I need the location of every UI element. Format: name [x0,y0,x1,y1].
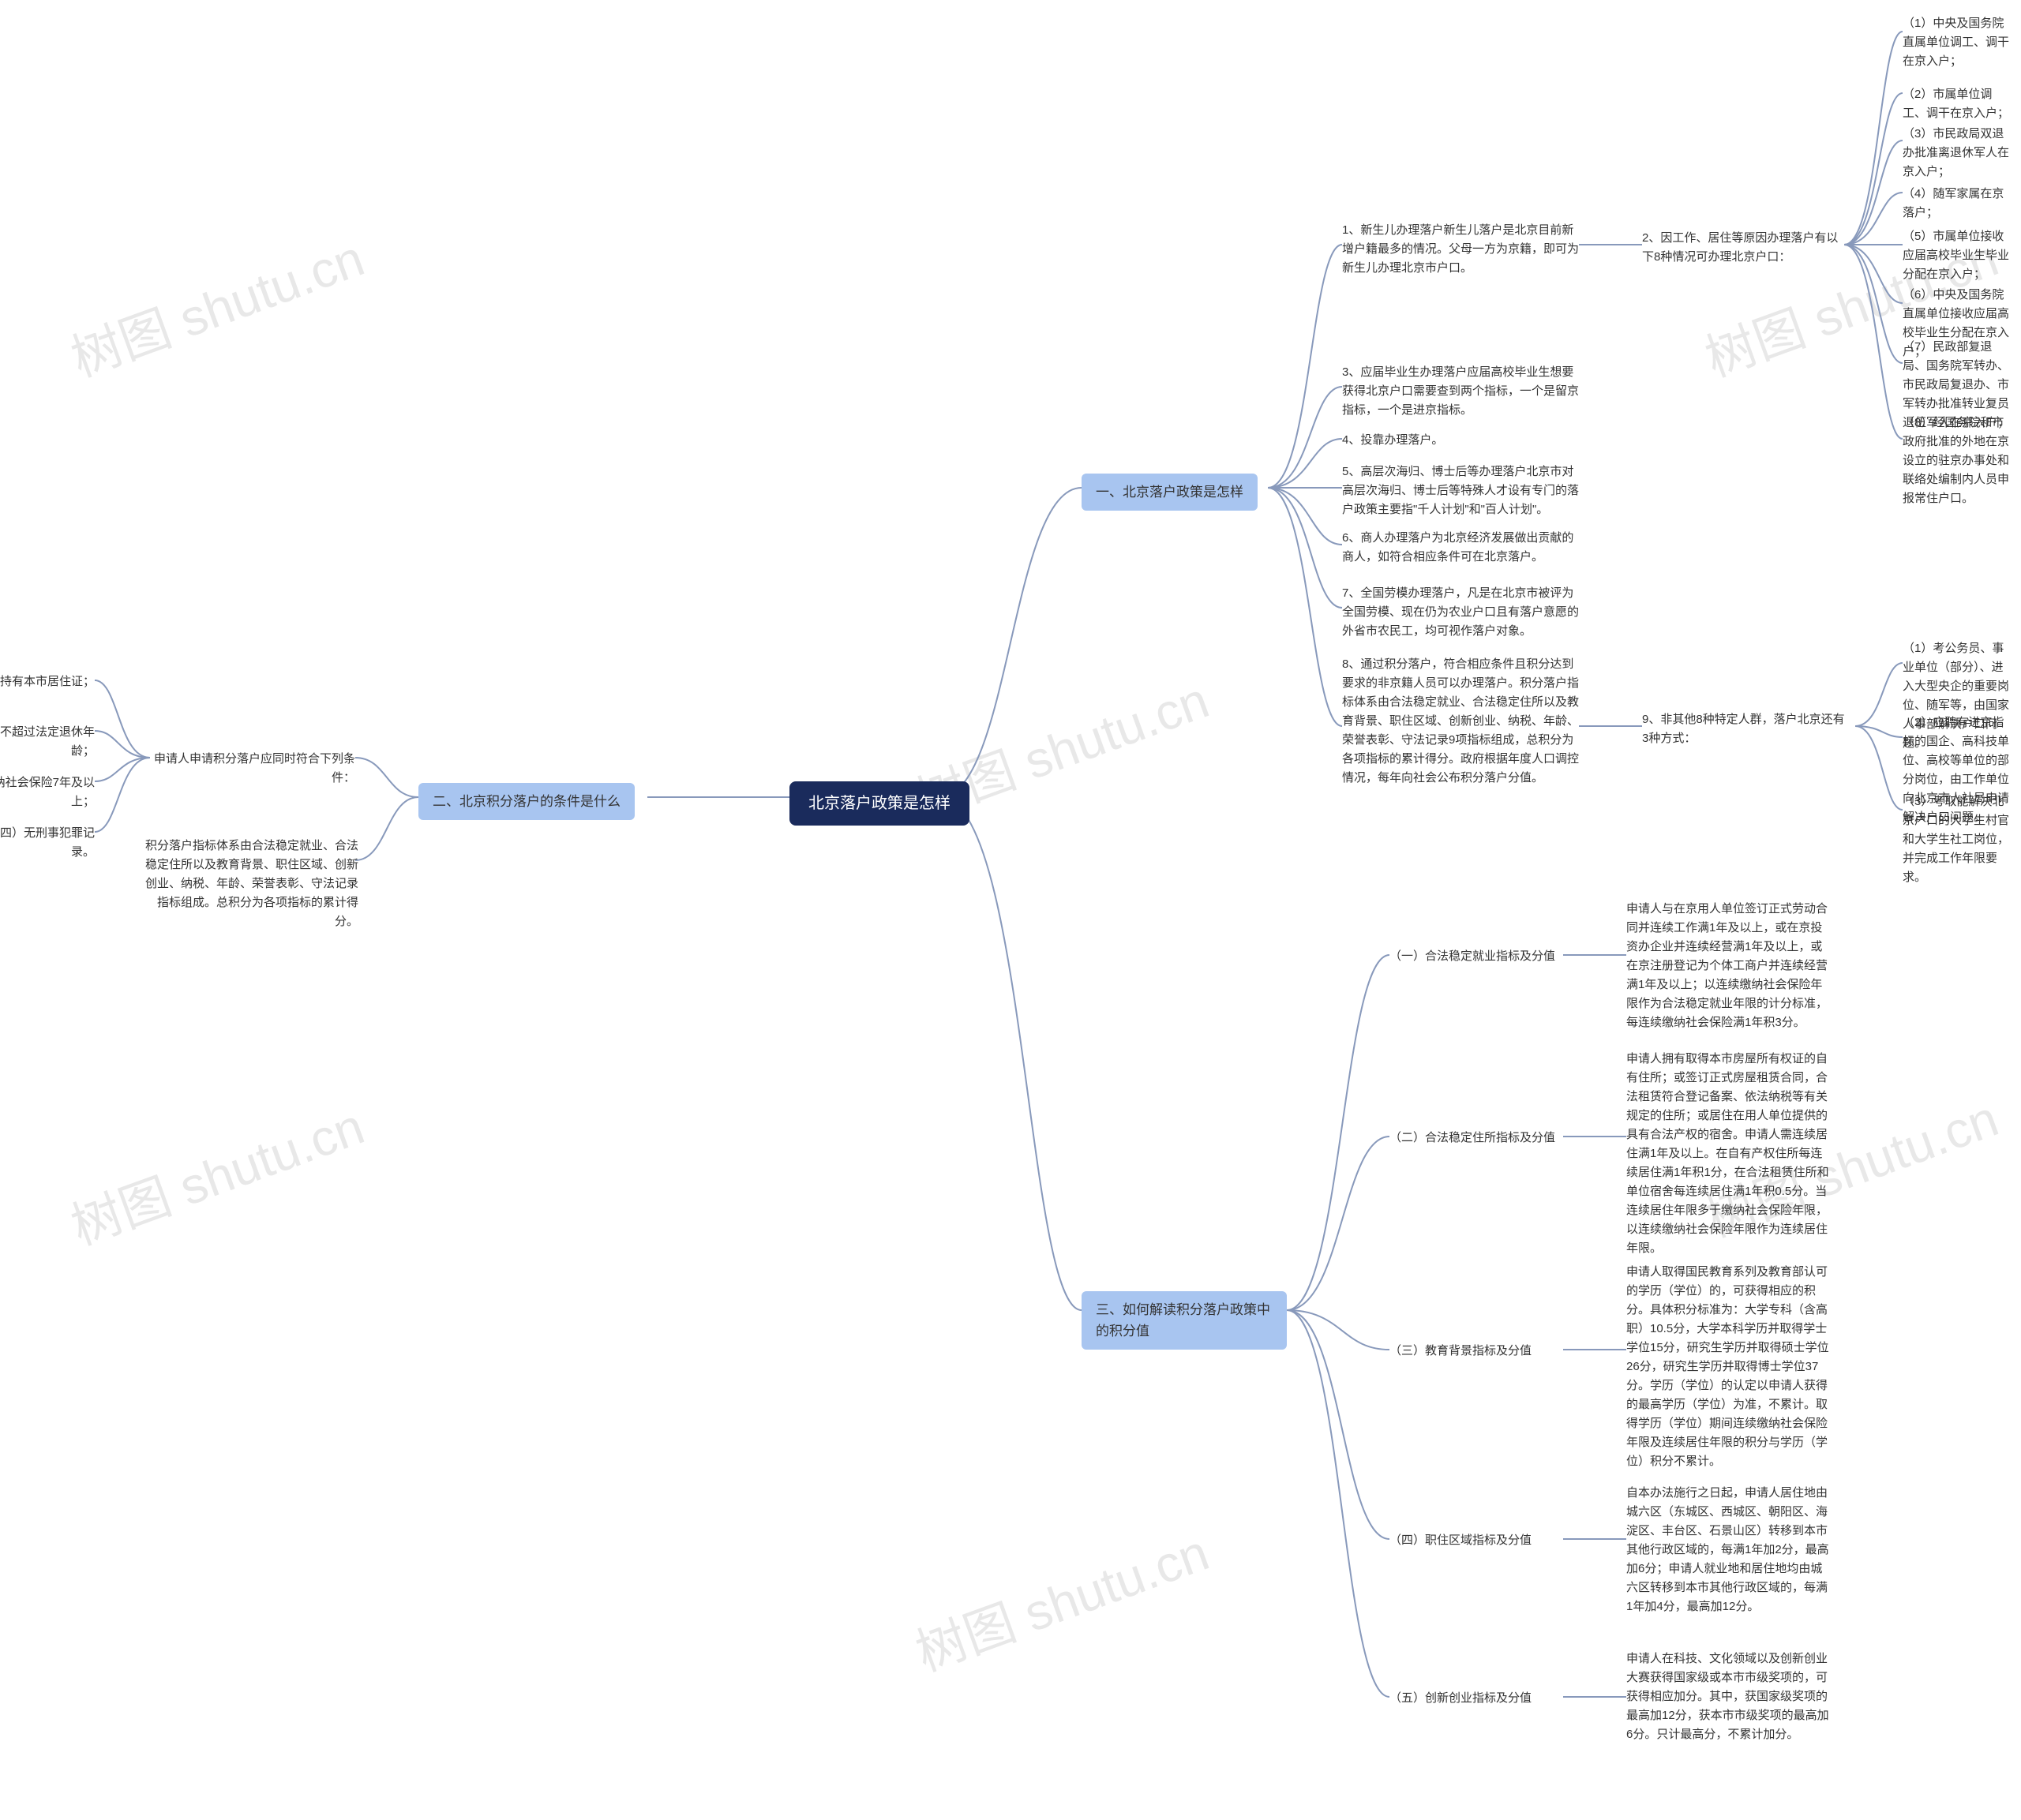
s1-item-7: 7、全国劳模办理落户，凡是在北京市被评为全国劳模、现在仍为农业户口且有落户意愿的… [1342,584,1579,641]
s2-item-c: （三）在京连续缴纳社会保险7年及以上； [0,773,95,811]
s2-lead: 申请人申请积分落户应同时符合下列条件： [150,750,355,788]
s2-item-b: （二）不超过法定退休年龄； [0,723,95,761]
s1-i2-sub-b: （2）市属单位调工、调干在京入户； [1903,85,2013,123]
s2-item-d: （四）无刑事犯罪记录。 [0,824,95,862]
s1-item-9: 9、非其他8种特定人群，落户北京还有3种方式： [1642,710,1847,748]
s1-item-6: 6、商人办理落户为北京经济发展做出贡献的商人，如符合相应条件可在北京落户。 [1342,529,1579,567]
s1-item-2: 2、因工作、居住等原因办理落户有以下8种情况可办理北京户口： [1642,229,1847,267]
s1-i2-sub-h: （8）经国务院和市政府批准的外地在京设立的驻京办事处和联络处编制内人员申报常住户… [1903,414,2013,508]
watermark: 树图 shutu.cn [60,1086,373,1259]
s1-item-5: 5、高层次海归、博士后等办理落户北京市对高层次海归、博士后等特殊人才设有专门的落… [1342,462,1579,519]
s1-i2-sub-c: （3）市民政局双退办批准离退休军人在京入户； [1903,125,2013,182]
s1-item-8: 8、通过积分落户，符合相应条件且积分达到要求的非京籍人员可以办理落户。积分落户指… [1342,655,1579,788]
s3-b-text: 申请人拥有取得本市房屋所有权证的自有住所；或签订正式房屋租赁合同，合法租赁符合登… [1626,1050,1832,1258]
watermark: 树图 shutu.cn [60,218,373,391]
s3-a-label: （一）合法稳定就业指标及分值 [1389,947,1555,966]
s1-i9-sub-c: （3）考取能解决北京户口的大学生村官和大学生社工岗位，并完成工作年限要求。 [1903,792,2013,887]
watermark: 树图 shutu.cn [905,1512,1217,1685]
s1-i2-sub-d: （4）随军家属在京落户； [1903,185,2013,223]
s1-item-4: 4、投靠办理落户。 [1342,431,1443,450]
s3-e-label: （五）创新创业指标及分值 [1389,1689,1532,1708]
section-2: 二、北京积分落户的条件是什么 [418,783,635,820]
s1-i2-sub-a: （1）中央及国务院直属单位调工、调干在京入户； [1903,14,2013,71]
center-node: 北京落户政策是怎样 [789,781,969,826]
s2-item-e: 积分落户指标体系由合法稳定就业、合法稳定住所以及教育背景、职住区域、创新创业、纳… [145,837,358,931]
s3-c-text: 申请人取得国民教育系列及教育部认可的学历（学位）的，可获得相应的积分。具体积分标… [1626,1263,1832,1471]
s1-item-3: 3、应届毕业生办理落户应届高校毕业生想要获得北京户口需要查到两个指标，一个是留京… [1342,363,1579,420]
s3-e-text: 申请人在科技、文化领域以及创新创业大赛获得国家级或本市市级奖项的，可获得相应加分… [1626,1650,1832,1744]
s1-i2-sub-e: （5）市属单位接收应届高校毕业生毕业分配在京入户； [1903,227,2013,284]
s3-d-text: 自本办法施行之日起，申请人居住地由城六区（东城区、西城区、朝阳区、海淀区、丰台区… [1626,1484,1832,1616]
section-1: 一、北京落户政策是怎样 [1082,474,1258,511]
s3-b-label: （二）合法稳定住所指标及分值 [1389,1129,1555,1148]
s2-item-a: （一）持有本市居住证； [0,672,95,691]
section-3: 三、如何解读积分落户政策中的积分值 [1082,1291,1287,1350]
s3-d-label: （四）职住区域指标及分值 [1389,1531,1532,1550]
s3-a-text: 申请人与在京用人单位签订正式劳动合同并连续工作满1年及以上，或在京投资办企业并连… [1626,900,1832,1032]
s1-item-1: 1、新生儿办理落户新生儿落户是北京目前新增户籍最多的情况。父母一方为京籍，即可为… [1342,221,1579,278]
s3-c-label: （三）教育背景指标及分值 [1389,1342,1532,1361]
